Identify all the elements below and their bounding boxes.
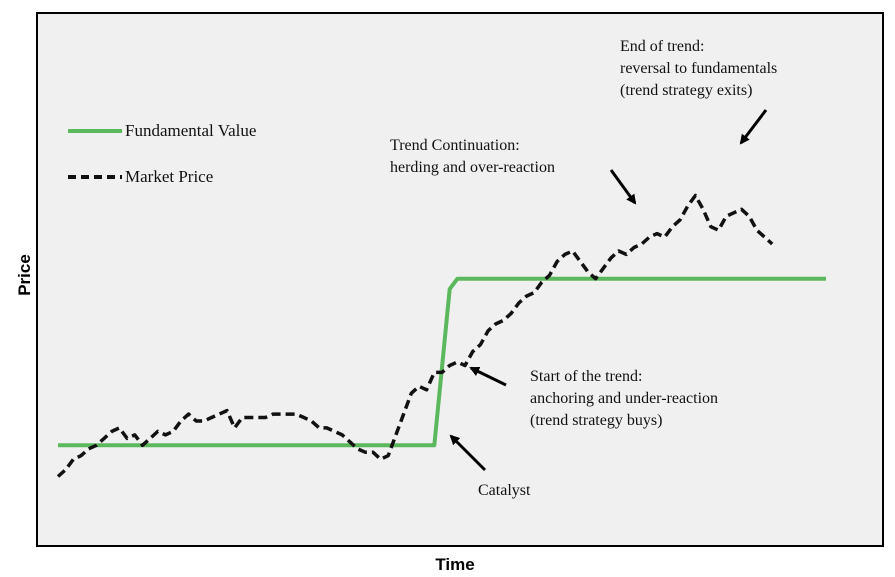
end-text: End of trend: reversal to fundamentals (… (620, 38, 781, 99)
legend: Fundamental Value Market Price (68, 121, 256, 186)
end-line-3: (trend strategy exits) (620, 82, 752, 99)
series-line-fundamental (58, 276, 826, 448)
y-axis-title: Price (15, 254, 34, 296)
catalyst-text: Catalyst (478, 482, 531, 499)
annotation-end: End of trend: reversal to fundamentals (… (620, 38, 781, 145)
continuation-line-2: herding and over-reaction (390, 159, 555, 176)
series-line-market (56, 193, 774, 478)
annotation-start: Start of the trend: anchoring and under-… (469, 366, 722, 429)
legend-label-market: Market Price (125, 167, 213, 186)
x-axis-title: Time (435, 555, 474, 574)
catalyst-arrow (449, 434, 487, 472)
start-line-2: anchoring and under-reaction (530, 390, 718, 407)
continuation-line-1: Trend Continuation: (390, 137, 520, 154)
continuation-arrow (609, 169, 637, 205)
annotation-catalyst: Catalyst (449, 434, 531, 499)
start-arrow (469, 366, 507, 387)
continuation-text: Trend Continuation: herding and over-rea… (390, 137, 555, 176)
start-line-1: Start of the trend: (530, 368, 642, 385)
annotation-continuation: Trend Continuation: herding and over-rea… (390, 137, 637, 205)
start-line-3: (trend strategy buys) (530, 412, 662, 429)
catalyst-line-1: Catalyst (478, 482, 531, 499)
end-arrow (739, 109, 768, 145)
end-line-1: End of trend: (620, 38, 704, 55)
legend-label-fundamental: Fundamental Value (125, 121, 256, 140)
start-text: Start of the trend: anchoring and under-… (530, 368, 722, 429)
series-layer (56, 193, 826, 478)
end-line-2: reversal to fundamentals (620, 60, 777, 77)
